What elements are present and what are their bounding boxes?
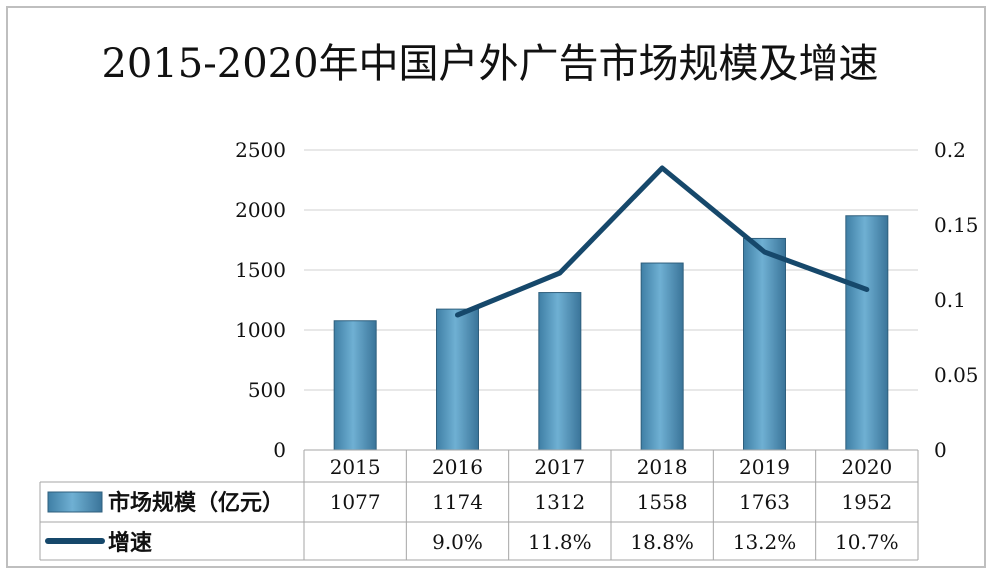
x-tick-label: 2015 xyxy=(330,455,381,479)
y-right-tick-label: 0.1 xyxy=(934,288,966,312)
y-left-tick-label: 2500 xyxy=(235,138,286,162)
legend-label-size: 市场规模（亿元） xyxy=(108,490,284,516)
y-right-tick-label: 0.2 xyxy=(934,138,966,162)
table-cell-size: 1763 xyxy=(739,490,790,514)
bar-2020 xyxy=(845,215,889,451)
table-cell-growth: 10.7% xyxy=(835,530,899,554)
bar-2019 xyxy=(743,237,786,451)
table-cell-size: 1558 xyxy=(637,490,688,514)
axes: 0 500 1000 1500 2000 2500 0 0.05 0.1 0.15 0.2 xyxy=(235,138,978,462)
table-cell-size: 1952 xyxy=(841,490,892,514)
table-cell-size: 1312 xyxy=(534,490,585,514)
table-cell-growth: 18.8% xyxy=(630,530,694,554)
y-left-tick-label: 2000 xyxy=(235,198,286,222)
x-tick-label: 2016 xyxy=(432,455,483,479)
line-series xyxy=(455,165,870,318)
y-right-tick-label: 0 xyxy=(934,438,947,462)
y-right-tick-label: 0.15 xyxy=(934,213,979,237)
bar-2016 xyxy=(436,308,479,451)
legend-label-growth: 增速 xyxy=(108,530,152,556)
bar-2017 xyxy=(538,292,582,451)
x-tick-label: 2017 xyxy=(534,455,585,479)
bar-2015 xyxy=(333,320,377,451)
x-tick-label: 2020 xyxy=(841,455,892,479)
gridlines xyxy=(304,149,918,451)
legend-bar-swatch xyxy=(47,491,103,513)
y-right-tick-label: 0.05 xyxy=(934,363,979,387)
table-cell-size: 1077 xyxy=(330,490,381,514)
data-table: 2015 2016 2017 2018 2019 2020 1077 1174 1312 1558… xyxy=(39,449,919,561)
y-left-tick-label: 1000 xyxy=(235,318,286,342)
x-tick-label: 2019 xyxy=(739,455,790,479)
chart-frame xyxy=(6,6,986,568)
table-cell-size: 1174 xyxy=(432,490,483,514)
table-cell-growth: 9.0% xyxy=(432,530,483,554)
y-left-tick-label: 0 xyxy=(273,438,286,462)
y-left-tick-label: 500 xyxy=(248,378,286,402)
table-cell-growth: 13.2% xyxy=(733,530,797,554)
x-tick-label: 2018 xyxy=(637,455,688,479)
y-left-tick-label: 1500 xyxy=(235,258,286,282)
bar-series xyxy=(333,215,889,451)
bar-2018 xyxy=(640,262,684,451)
chart-title: 2015-2020年中国户外广告市场规模及增速 xyxy=(101,41,879,87)
table-cell-growth: 11.8% xyxy=(528,530,592,554)
